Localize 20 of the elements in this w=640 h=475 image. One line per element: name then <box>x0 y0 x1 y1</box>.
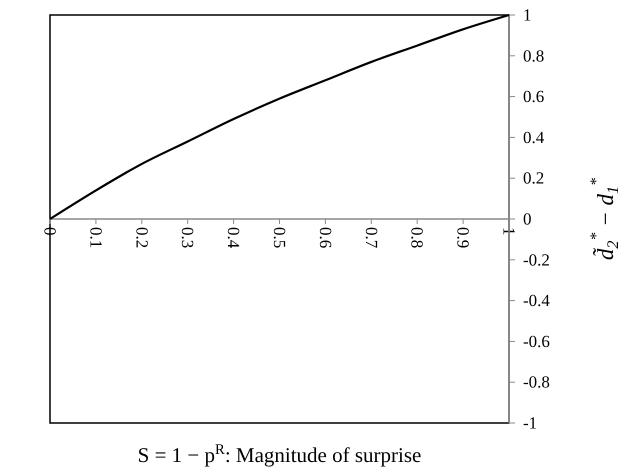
x-tick-label: 0.3 <box>178 227 198 248</box>
x-tick-label: 0.2 <box>132 227 152 248</box>
y-tick-label: -0.6 <box>523 332 550 351</box>
y-tick-label: -0.4 <box>523 291 550 310</box>
y-tick-label: -0.8 <box>523 372 550 392</box>
x-tick-label: 0.1 <box>86 227 106 248</box>
x-tick-label: 0.7 <box>362 227 381 249</box>
y-tick-label: 0.4 <box>523 128 545 147</box>
y-tick-label: 0.6 <box>523 87 544 106</box>
x-tick-label: 0.6 <box>316 227 335 248</box>
x-axis-title: S = 1 − p$^{R}$: Magnitude of surprise <box>138 442 422 467</box>
y-tick-label: -1 <box>523 414 538 432</box>
y-tick-label: 1 <box>523 6 532 24</box>
x-tick-label: 0.5 <box>270 227 289 248</box>
x-tick-label: 0.9 <box>454 227 473 248</box>
y-tick-label: 0.2 <box>523 168 544 188</box>
x-tick-label: 0.4 <box>224 227 244 249</box>
y-tick-label: 0.8 <box>523 46 544 66</box>
x-tick-label: 0.8 <box>408 227 427 248</box>
y-tick-label: -0.2 <box>523 250 550 270</box>
